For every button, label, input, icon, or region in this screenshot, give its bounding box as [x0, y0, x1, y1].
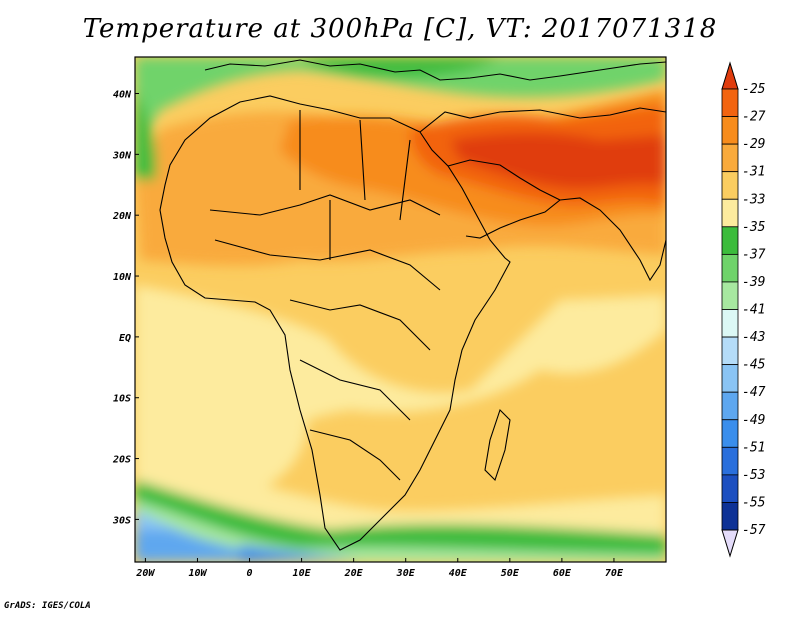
lat-tick-label: 40N	[113, 90, 132, 101]
colorbar-swatch	[721, 364, 739, 393]
colorbar-label: -49	[742, 413, 765, 428]
lon-tick-label: 40E	[449, 568, 468, 579]
colorbar-label: -55	[742, 495, 766, 510]
lat-tick-label: 20S	[112, 455, 131, 466]
lat-tick-label: 10S	[113, 394, 131, 405]
colorbar-swatch	[721, 143, 739, 173]
colorbar-label: -39	[742, 275, 765, 290]
colorbar-label: -47	[742, 385, 766, 400]
colorbar-swatch	[721, 281, 739, 310]
latitude-ticks: 40N 30N 20N 10N EQ 10S 20S 30S	[112, 90, 139, 526]
colorbar-swatch	[721, 502, 739, 531]
chart-title: Temperature at 300hPa [C], VT: 201707131…	[82, 14, 718, 44]
colorbar-label: -35	[742, 220, 766, 235]
colorbar-label: -43	[742, 330, 765, 345]
temperature-field	[135, 57, 666, 562]
grads-credit: GrADS: IGES/COLA	[4, 601, 91, 611]
colorbar-swatch	[721, 116, 739, 145]
lat-tick-label: 10N	[113, 272, 132, 283]
colorbar-label: -45	[742, 358, 766, 373]
colorbar-swatch	[721, 474, 739, 503]
colorbar-label: -31	[742, 165, 765, 180]
plot-frame	[134, 56, 667, 563]
lon-tick-label: 10W	[188, 568, 207, 579]
colorbar-label: -27	[742, 110, 766, 125]
colorbar-swatch	[721, 226, 739, 255]
lat-tick-label: 30N	[112, 150, 132, 161]
colorbar-swatch	[721, 309, 739, 338]
colorbar-swatch	[721, 419, 739, 448]
lon-tick-label: 30E	[396, 568, 416, 579]
colorbar-swatch	[721, 88, 739, 117]
colorbar-bottom-cap	[721, 529, 739, 558]
lat-tick-label: 20N	[112, 211, 132, 222]
lon-tick-label: 20E	[344, 568, 364, 579]
coastlines	[159, 59, 666, 551]
colorbar-label: -41	[742, 303, 765, 318]
colorbar-top-cap	[721, 61, 739, 90]
colorbar-label: -53	[742, 468, 765, 483]
colorbar-swatch	[721, 171, 739, 200]
lon-tick-label: 70E	[605, 568, 624, 579]
colorbar-swatch	[721, 336, 739, 366]
colorbar-swatch	[721, 446, 739, 476]
colorbar-swatch	[721, 198, 739, 228]
lon-tick-label: 50E	[501, 568, 520, 579]
colorbar-label: -29	[742, 137, 765, 152]
colorbar-label: -33	[742, 192, 765, 207]
lon-tick-label: 0	[247, 568, 253, 579]
colorbar-label: -37	[742, 247, 766, 262]
lon-tick-label: 10E	[293, 568, 312, 579]
lat-tick-label: 30S	[112, 515, 131, 526]
colorbar-label: -25	[742, 82, 766, 97]
lon-tick-label: 60E	[553, 568, 572, 579]
lon-tick-label: 20W	[135, 568, 155, 579]
colorbar-label: -51	[742, 440, 765, 455]
colorbar: -25 -27 -29 -31 -33 -35 -37 -39 -41 -43 -45 -47 -49 -…	[721, 61, 766, 558]
colorbar-label: -57	[742, 523, 766, 538]
longitude-ticks: 20W 10W 0 10E 20E 30E 40E 50E 60E 70E	[135, 558, 624, 579]
colorbar-swatch	[721, 391, 739, 421]
lat-tick-label: EQ	[119, 333, 131, 344]
colorbar-swatch	[721, 253, 739, 283]
